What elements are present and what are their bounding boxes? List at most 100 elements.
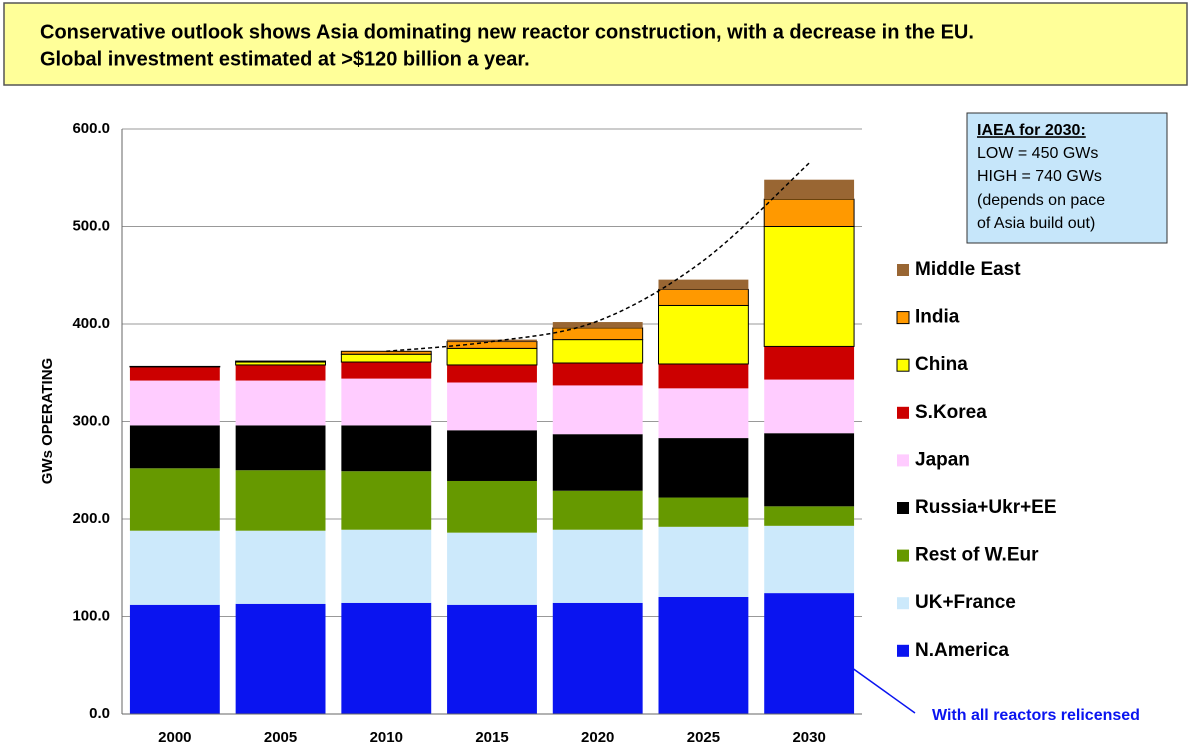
x-tick-label: 2020 [581, 729, 614, 744]
bar-segment [235, 530, 326, 604]
bar-segment [658, 363, 749, 389]
bar-segment [764, 179, 855, 200]
bar-segment [129, 468, 220, 531]
bar-segment [341, 425, 432, 472]
trend-line [386, 162, 810, 353]
bar-segment [235, 603, 326, 714]
legend-swatch [897, 549, 909, 562]
legend-swatch [896, 358, 910, 372]
bar-segment [658, 597, 749, 714]
bar-segment [552, 490, 643, 530]
bar-segment [764, 433, 855, 507]
bar-segment [341, 378, 432, 426]
note-line: of Asia build out) [977, 215, 1095, 232]
bar-segment [235, 364, 326, 381]
y-tick-label: 600.0 [72, 120, 110, 137]
bar-segment [235, 360, 326, 363]
bar-segment [235, 470, 326, 531]
bar-segment [446, 341, 538, 349]
bar-segment [340, 353, 432, 363]
bar-segment [552, 327, 644, 341]
bar-segment [763, 198, 855, 227]
chart-title: Conservative outlook shows Asia dominati… [40, 21, 974, 43]
note-line: LOW = 450 GWs [977, 145, 1098, 162]
bar-segment [447, 430, 537, 481]
note-line: HIGH = 740 GWs [977, 168, 1102, 185]
bar-segment [447, 532, 537, 605]
bar-segment [447, 382, 537, 431]
legend-label: UK+France [915, 592, 1016, 613]
y-tick-label: 500.0 [72, 217, 110, 234]
bar-segment [658, 497, 749, 527]
bar-segment [764, 346, 855, 380]
x-tick-label: 2010 [370, 729, 403, 744]
bar-segment [764, 525, 855, 594]
legend-label: India [915, 307, 960, 328]
x-tick-label: 2005 [264, 729, 297, 744]
bar-segment [447, 339, 537, 342]
bar-segment [764, 506, 855, 526]
x-tick-label: 2000 [158, 729, 191, 744]
y-tick-label: 300.0 [72, 412, 110, 429]
bar-segment [552, 385, 643, 435]
y-tick-label: 200.0 [72, 510, 110, 527]
bar-segment [763, 226, 855, 347]
y-axis-label: GWs OPERATING [39, 358, 56, 484]
chart-subtitle: Global investment estimated at >$120 bil… [40, 48, 530, 70]
legend-label: N.America [915, 640, 1009, 661]
bar-segment [764, 379, 855, 434]
bar-segment [447, 364, 537, 383]
bar-segment [129, 380, 220, 426]
x-tick-label: 2025 [687, 729, 720, 744]
bar-segment [447, 604, 537, 714]
y-tick-label: 100.0 [72, 607, 110, 624]
bar-segment [658, 279, 749, 290]
title-box [3, 2, 1188, 86]
y-tick-label: 400.0 [72, 315, 110, 332]
legend-swatch [897, 502, 909, 514]
x-tick-label: 2030 [792, 729, 825, 744]
bar-segment [341, 362, 432, 379]
bar-segment [552, 602, 643, 714]
bar-segment [552, 529, 643, 603]
note-heading: IAEA for 2030: [977, 122, 1086, 139]
bar-segment [658, 526, 749, 597]
bar-segment [658, 388, 749, 439]
bar-segment [129, 366, 220, 381]
bar-segment [764, 593, 855, 714]
legend-label: Russia+Ukr+EE [915, 497, 1057, 518]
legend-label: Rest of W.Eur [915, 545, 1039, 566]
annotation-line [847, 664, 916, 714]
legend-label: China [915, 354, 968, 375]
annotation: With all reactors relicensed [932, 707, 1140, 724]
legend-label: Japan [915, 449, 970, 470]
legend-swatch [897, 454, 909, 467]
note-box [966, 112, 1168, 244]
x-tick-label: 2015 [475, 729, 508, 744]
legend-swatch [897, 644, 909, 657]
bar-segment [446, 347, 538, 366]
legend-swatch [896, 311, 910, 325]
note-line: (depends on pace [977, 192, 1105, 209]
bar-segment [129, 530, 220, 605]
bar-segment [341, 471, 432, 530]
bar-segment [341, 602, 432, 714]
legend-swatch [897, 264, 909, 276]
bar-segment [552, 434, 643, 491]
bar-segment [341, 529, 432, 603]
bar-segment [552, 322, 643, 328]
bar-segment [552, 363, 643, 386]
bar-segment [340, 350, 432, 355]
bar-segment [129, 604, 220, 714]
bar-segment [235, 380, 326, 426]
bar-segment [552, 339, 644, 364]
bar-segment [658, 304, 749, 365]
legend-label: Middle East [915, 259, 1021, 280]
y-tick-label: 0.0 [89, 705, 110, 722]
bar-segment [658, 438, 749, 498]
bar-segment [658, 288, 749, 306]
legend-swatch [897, 406, 909, 419]
bar-segment [129, 425, 220, 469]
legend-swatch [897, 597, 909, 610]
